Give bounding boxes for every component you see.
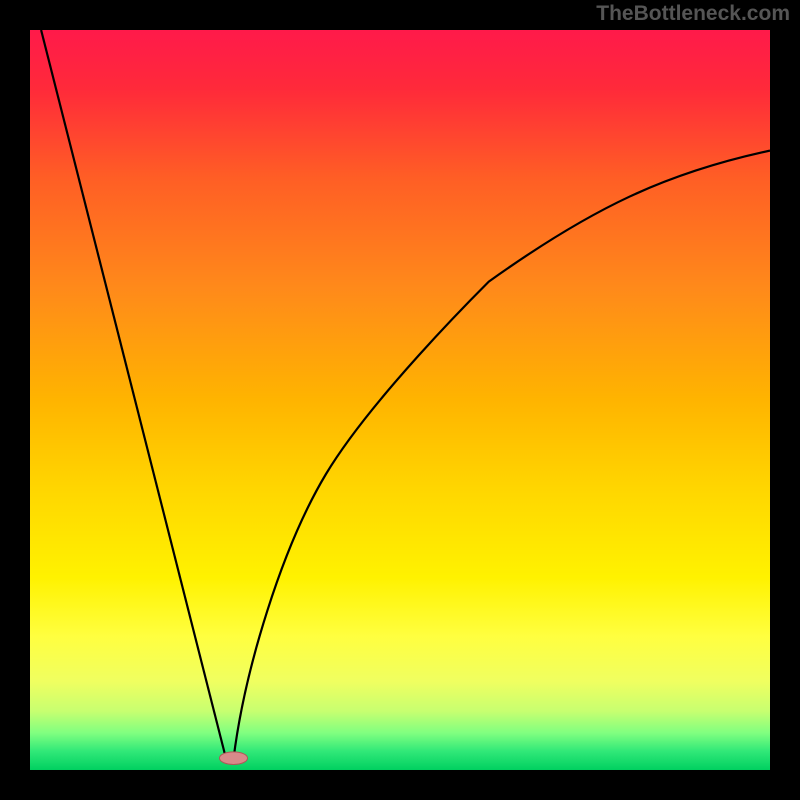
bottleneck-curve-right xyxy=(234,151,771,759)
curve-layer xyxy=(30,30,770,770)
watermark-text: TheBottleneck.com xyxy=(596,2,790,26)
plot-area xyxy=(30,30,770,770)
bottleneck-curve-left xyxy=(41,30,226,759)
optimal-marker xyxy=(219,752,247,765)
chart-container: TheBottleneck.com xyxy=(0,0,800,800)
